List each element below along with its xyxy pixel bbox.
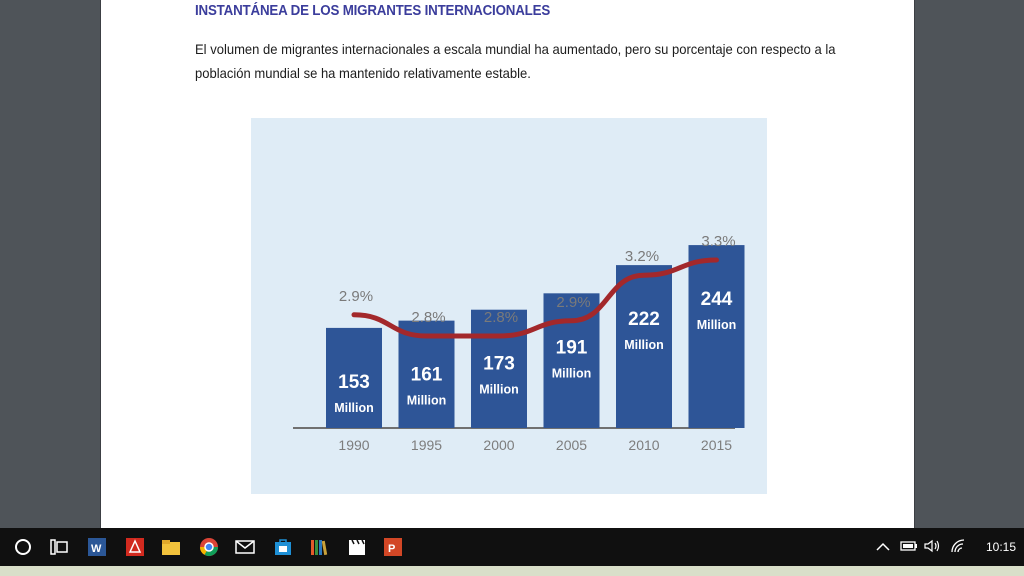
x-tick-2000: 2000 [483,437,514,453]
clock[interactable]: 10:15 [986,540,1017,554]
bar-2015 [688,245,745,428]
bar-value-2015: 244 [701,289,733,310]
x-tick-1990: 1990 [338,437,369,453]
bar-unit-2010: Million [624,338,664,352]
powerpoint-icon[interactable]: P [382,536,404,558]
video-icon[interactable] [346,536,368,558]
x-tick-2015: 2015 [701,437,732,453]
chrome-icon[interactable] [198,536,220,558]
chevron-up-icon[interactable] [876,540,894,554]
bar-value-2000: 173 [483,354,515,375]
bar-unit-2005: Million [552,366,592,380]
svg-text:P: P [388,543,395,555]
bar-unit-2000: Million [479,383,519,397]
document-page: INSTANTÁNEA DE LOS MIGRANTES INTERNACION… [100,0,915,530]
line-label-2015: 3.3% [701,233,735,250]
percentage-line [351,257,719,339]
x-tick-1995: 1995 [411,437,442,453]
bar-value-1990: 153 [338,372,370,393]
battery-icon[interactable] [900,540,922,555]
volume-icon[interactable] [924,539,946,556]
cortana-icon[interactable] [12,536,34,558]
taskbar: W P 10:15 [0,528,1024,566]
bar-1995 [398,320,455,428]
task-view-icon[interactable] [48,536,70,558]
file-explorer-icon[interactable] [160,536,182,558]
bar-2010 [616,265,672,428]
line-label-1995: 2.8% [411,309,445,326]
line-label-2005: 2.9% [556,294,590,311]
bar-unit-1995: Million [407,394,447,408]
system-tray: 10:15 [876,528,1024,566]
acrobat-icon[interactable] [124,536,146,558]
x-tick-2010: 2010 [628,437,659,453]
bar-1990 [326,327,382,428]
bar-2000 [471,309,527,428]
line-label-2000: 2.8% [484,309,518,326]
bar-unit-1990: Million [334,401,374,415]
mail-icon[interactable] [234,536,256,558]
store-icon[interactable] [272,536,294,558]
wifi-icon[interactable] [950,538,972,556]
document-title: INSTANTÁNEA DE LOS MIGRANTES INTERNACION… [195,3,551,19]
chart-canvas: 153 Million 1990 161 Million 1995 173 Million 20… [293,233,745,453]
bar-value-2005: 191 [556,337,588,358]
x-tick-2005: 2005 [556,437,587,453]
desktop-strip [0,566,1024,576]
bar-value-2010: 222 [628,309,660,330]
pdf-viewer: INSTANTÁNEA DE LOS MIGRANTES INTERNACION… [0,0,1024,530]
line-label-2010: 3.2% [625,248,659,265]
migration-chart: 153 Million 1990 161 Million 1995 173 Million 20… [251,118,767,494]
word-icon[interactable]: W [86,536,108,558]
document-paragraph: El volumen de migrantes internacionales … [195,41,836,81]
line-label-1990: 2.9% [339,288,373,305]
library-icon[interactable] [308,536,330,558]
bar-unit-2015: Million [697,318,737,332]
svg-text:W: W [91,543,102,555]
bar-value-1995: 161 [411,365,443,386]
